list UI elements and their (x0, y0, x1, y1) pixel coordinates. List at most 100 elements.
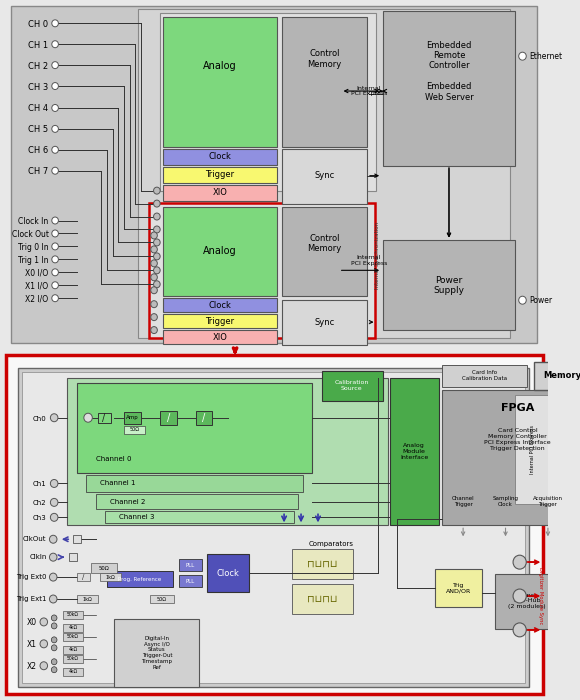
Bar (195, 411, 212, 425)
Bar (534, 362, 580, 390)
Bar (96, 494, 298, 510)
Text: ⊓⊔⊓⊔: ⊓⊔⊓⊔ (306, 559, 337, 569)
Circle shape (52, 167, 59, 174)
Text: Calibration
Source: Calibration Source (335, 381, 369, 391)
Text: Comparators: Comparators (309, 541, 354, 547)
Bar (105, 512, 293, 524)
Circle shape (151, 260, 157, 267)
Bar (164, 206, 277, 296)
Circle shape (40, 662, 48, 670)
Text: XIO: XIO (212, 332, 227, 342)
Bar (22, 372, 525, 682)
Text: Trigger: Trigger (205, 316, 234, 326)
Circle shape (151, 314, 157, 321)
Bar (63, 668, 84, 676)
Text: X2 I/O: X2 I/O (26, 295, 49, 304)
Text: 50Ω: 50Ω (99, 566, 110, 570)
Bar (282, 206, 367, 296)
Circle shape (52, 269, 59, 276)
Text: Embedded
Remote
Controller

Embedded
Web Server: Embedded Remote Controller Embedded Web … (425, 41, 473, 102)
Text: 1kΩ: 1kΩ (106, 575, 115, 580)
Text: Ch0: Ch0 (33, 416, 46, 421)
Text: ClkIn: ClkIn (29, 554, 46, 560)
Text: Ch3: Ch3 (33, 515, 46, 522)
Circle shape (151, 287, 157, 294)
Text: Internal
PCI Express: Internal PCI Express (351, 255, 387, 266)
Text: Sampling
Clock: Sampling Clock (492, 496, 519, 507)
Circle shape (52, 645, 57, 651)
Circle shape (52, 62, 59, 69)
Bar (77, 573, 90, 581)
Bar (73, 536, 81, 543)
Text: ⊓⊔⊓⊔: ⊓⊔⊓⊔ (306, 594, 337, 604)
Text: CH 6: CH 6 (28, 146, 49, 155)
Circle shape (40, 618, 48, 626)
Text: Channel
Trigger: Channel Trigger (452, 496, 474, 507)
Bar (164, 185, 277, 201)
Circle shape (52, 104, 59, 111)
Text: Trig 1 In: Trig 1 In (18, 256, 49, 265)
Bar (107, 571, 173, 587)
Bar (495, 574, 559, 629)
Text: Clock Out: Clock Out (12, 230, 49, 239)
Bar (435, 569, 482, 607)
Bar (207, 554, 249, 592)
Bar (63, 633, 84, 641)
Circle shape (151, 246, 157, 253)
Text: Channel 0: Channel 0 (96, 456, 131, 461)
Bar (164, 330, 277, 344)
Text: Clock: Clock (209, 301, 231, 309)
Bar (138, 9, 510, 338)
Bar (179, 559, 202, 571)
Circle shape (52, 615, 57, 621)
Circle shape (50, 414, 58, 421)
Text: Card Info
Calibration Data: Card Info Calibration Data (462, 370, 508, 382)
Circle shape (52, 41, 59, 48)
Circle shape (154, 253, 160, 260)
Circle shape (84, 413, 92, 422)
Text: PLL: PLL (185, 563, 194, 568)
Bar (149, 202, 375, 338)
Text: PLL: PLL (185, 579, 194, 584)
Circle shape (50, 513, 58, 522)
Bar (150, 595, 174, 603)
Bar (443, 365, 527, 387)
Bar (282, 300, 367, 345)
Circle shape (49, 553, 57, 561)
Text: ClkOut: ClkOut (23, 536, 46, 542)
Circle shape (50, 480, 58, 487)
Text: /: / (166, 413, 170, 423)
Bar (160, 411, 177, 425)
Text: Card Control
Memory Controller
PCI Express Interface
Trigger Detection: Card Control Memory Controller PCI Expre… (484, 428, 551, 451)
Circle shape (49, 573, 57, 581)
Bar (100, 573, 121, 581)
Circle shape (513, 555, 526, 569)
Text: 50Ω: 50Ω (129, 427, 139, 432)
Bar (63, 624, 84, 632)
Circle shape (151, 327, 157, 334)
Text: X1: X1 (27, 640, 37, 650)
Text: Trig Ext0: Trig Ext0 (16, 574, 46, 580)
Text: /: / (202, 413, 205, 423)
Circle shape (519, 296, 526, 304)
Circle shape (154, 187, 160, 194)
Text: 50kΩ: 50kΩ (67, 634, 79, 639)
Circle shape (49, 536, 57, 543)
Text: 4kΩ: 4kΩ (68, 669, 78, 674)
Text: 4kΩ: 4kΩ (68, 648, 78, 652)
Text: Analog
Module
Interface: Analog Module Interface (400, 443, 428, 460)
Text: Sync: Sync (314, 172, 335, 180)
Text: 50kΩ: 50kΩ (67, 612, 79, 617)
Bar (160, 13, 376, 190)
Bar (515, 395, 551, 505)
Text: X1 I/O: X1 I/O (26, 282, 49, 290)
Bar (69, 553, 77, 561)
Text: /: / (82, 574, 85, 580)
Bar (63, 611, 84, 619)
Bar (164, 18, 277, 147)
Circle shape (52, 83, 59, 90)
Bar (164, 149, 277, 164)
Text: XIO: XIO (212, 188, 227, 197)
Text: Trig
AND/OR: Trig AND/OR (446, 582, 471, 594)
Bar (19, 368, 529, 687)
